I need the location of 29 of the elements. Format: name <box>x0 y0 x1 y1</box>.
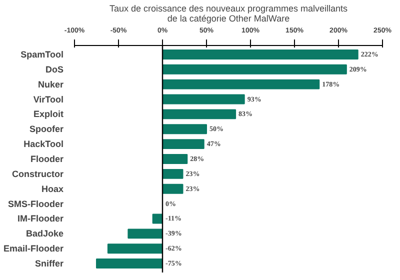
y-tick-label: Spoofer <box>30 124 64 134</box>
bar <box>96 258 163 269</box>
bar <box>162 109 236 120</box>
bar <box>162 139 204 150</box>
y-tick-label: SpamTool <box>20 49 64 60</box>
bar <box>162 168 184 179</box>
y-tick-label: SMS-Flooder <box>8 198 64 209</box>
y-tick-label: Exploit <box>34 109 64 120</box>
y-tick-label: VirTool <box>33 94 64 104</box>
y-tick-label: Constructor <box>12 168 64 179</box>
bar <box>162 154 188 164</box>
y-tick-label: BadJoke <box>26 228 64 239</box>
chart-title: Taux de croissance des nouveaux programmes malveillants de la catégorie Other MalWare <box>109 4 348 24</box>
y-tick-label: Sniffer <box>34 258 64 269</box>
bar <box>162 49 358 60</box>
y-tick-label: IM-Flooder <box>18 214 64 224</box>
y-tick-label: Email-Flooder <box>3 244 64 254</box>
y-tick-label: Flooder <box>30 154 64 164</box>
bar <box>162 79 320 90</box>
bar <box>162 94 245 104</box>
y-tick-label: Nuker <box>38 79 64 90</box>
bar <box>162 184 184 194</box>
y-tick-label: Hoax <box>41 184 64 194</box>
bar <box>107 244 163 254</box>
y-tick-label: HackTool <box>24 139 64 150</box>
bar <box>162 64 347 74</box>
bar <box>162 124 207 134</box>
y-tick-label: DoS <box>46 64 64 74</box>
bar <box>128 228 163 239</box>
